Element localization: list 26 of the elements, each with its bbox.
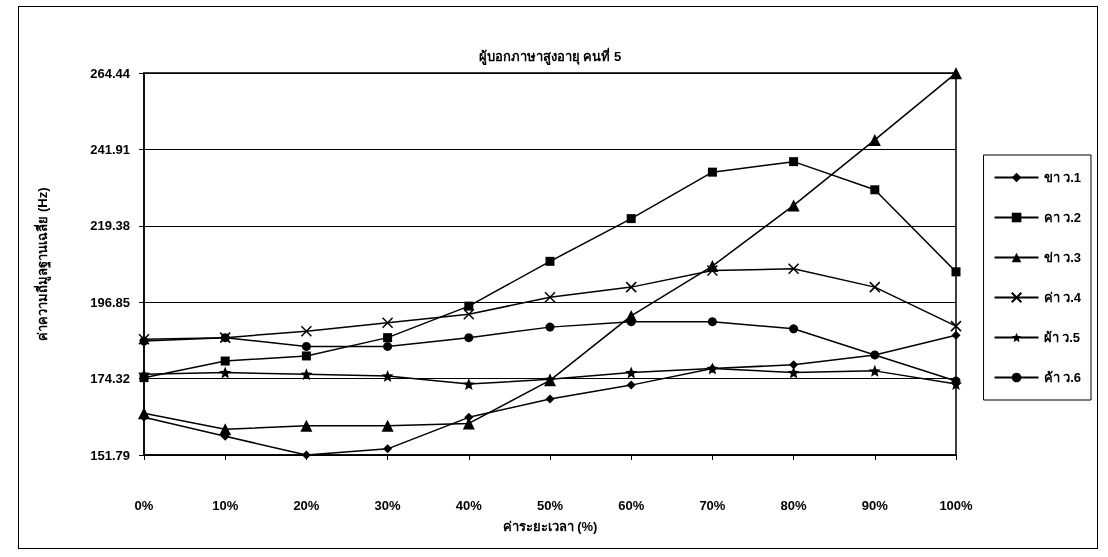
legend-label: ขา ว.1 xyxy=(1043,170,1082,185)
x-tick-label: 40% xyxy=(455,498,483,513)
y-tick-label: 241.91 xyxy=(90,141,130,157)
legend-label: คา ว.2 xyxy=(1043,210,1082,225)
x-axis-title: ค่าระยะเวลา (%) xyxy=(502,519,598,534)
y-tick-label: 219.38 xyxy=(90,218,130,234)
x-tick-label: 10% xyxy=(212,498,239,513)
legend-label: ผ้า ว.5 xyxy=(1043,330,1081,345)
y-tick-label: 264.44 xyxy=(90,65,131,81)
x-tick-label: 100% xyxy=(939,498,974,513)
x-tick-label: 90% xyxy=(861,498,889,513)
y-tick-label: 196.85 xyxy=(90,294,130,310)
y-tick-label: 151.79 xyxy=(90,447,130,463)
x-tick-label: 60% xyxy=(618,498,645,513)
y-axis-title: ค่าความถี่มูลฐานเฉลี่ย (Hz) xyxy=(33,187,52,341)
x-tick-label: 20% xyxy=(293,498,320,513)
legend-label: ค้า ว.6 xyxy=(1043,370,1082,385)
legend-label: ข่า ว.3 xyxy=(1043,250,1082,265)
x-tick-label: 50% xyxy=(536,498,564,513)
y-tick-label: 174.32 xyxy=(90,371,130,387)
legend-label: ค่า ว.4 xyxy=(1043,290,1082,305)
x-tick-label: 30% xyxy=(374,498,402,513)
x-tick-label: 80% xyxy=(780,498,808,513)
x-tick-label: 0% xyxy=(134,498,154,513)
chart-title: ผู้บอกภาษาสูงอายุ คนที่ 5 xyxy=(478,47,622,65)
x-tick-label: 70% xyxy=(699,498,726,513)
